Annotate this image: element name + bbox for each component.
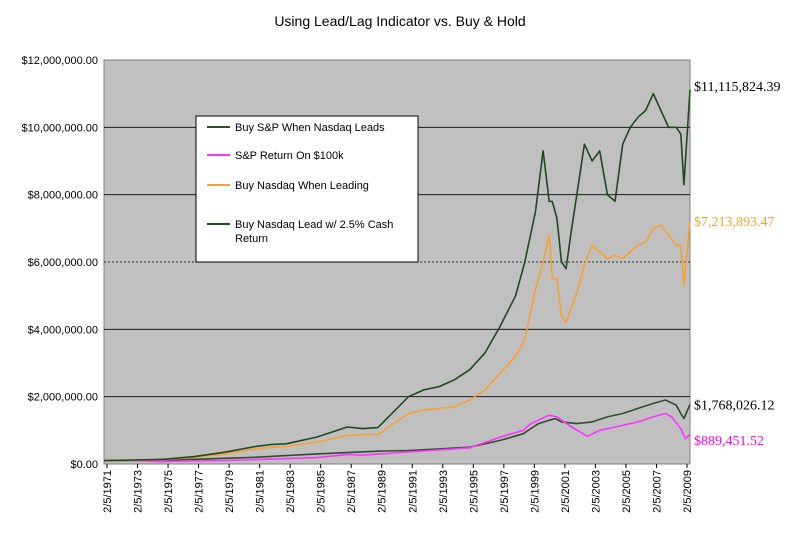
end-value-labels: $1,768,026.12 $889,451.52 $7,213,893.47 $11…: [694, 80, 780, 449]
end-value-label: $11,115,824.39: [694, 80, 780, 95]
end-value-label: $7,213,893.47: [694, 215, 775, 230]
x-tick-label: 2/5/1987: [346, 470, 358, 513]
series-line: [103, 412, 691, 463]
x-tick-label: 2/5/1977: [194, 470, 206, 513]
series-lines: [103, 89, 691, 463]
end-value-label: $889,451.52: [694, 434, 764, 449]
x-tick-label: 2/5/2005: [621, 470, 633, 513]
end-value-label: $1,768,026.12: [694, 398, 775, 413]
x-tick-label: 2/5/2003: [590, 470, 602, 513]
y-tick-label: $4,000,000.00: [28, 324, 98, 336]
x-tick-label: 2/5/2007: [651, 470, 663, 513]
x-tick-label: 2/5/1979: [224, 470, 236, 513]
y-tick-label: $2,000,000.00: [28, 392, 98, 404]
legend-box: [195, 115, 419, 263]
x-tick-label: 2/5/2001: [560, 470, 572, 513]
series-line: [103, 89, 691, 462]
x-tick-label: 2/5/1993: [438, 470, 450, 513]
y-tick-label: $8,000,000.00: [28, 190, 98, 202]
x-tick-label: 2/5/1981: [255, 470, 267, 513]
x-tick-label: 2/5/1999: [529, 470, 541, 513]
x-tick-label: 2/5/1985: [316, 470, 328, 513]
x-tick-label: 2/5/1975: [163, 470, 175, 513]
y-tick-label: $10,000,000.00: [22, 122, 98, 134]
legend-label: Buy S&P When Nasdaq Leads: [235, 122, 385, 134]
x-tick-label: 2/5/1989: [377, 470, 389, 513]
x-tick-label: 2/5/1973: [133, 470, 145, 513]
x-tick-label: 2/5/1997: [499, 470, 511, 513]
x-axis-ticks: 2/5/1971 2/5/1973 2/5/1975 2/5/1977 2/5/1979…: [102, 464, 694, 513]
y-tick-label: $12,000,000.00: [22, 55, 98, 67]
legend-label: S&P Return On $100k: [235, 150, 344, 162]
series-line: [103, 399, 691, 462]
x-tick-label: 2/5/1995: [468, 470, 480, 513]
x-tick-label: 2/5/1983: [285, 470, 297, 513]
chart-title: Using Lead/Lag Indicator vs. Buy & Hold: [274, 13, 525, 29]
legend-label: Buy Nasdaq Lead w/ 2.5% Cash Return: [235, 219, 393, 245]
series-line: [103, 221, 691, 462]
x-tick-label: 2/5/1971: [102, 470, 114, 513]
y-tick-label: $6,000,000.00: [28, 257, 98, 269]
legend-label: Buy Nasdaq When Leading: [235, 180, 369, 192]
x-tick-label: 2/5/2009: [682, 470, 694, 513]
x-tick-label: 2/5/1991: [407, 470, 419, 513]
y-axis-ticks: $0.00 $2,000,000.00 $4,000,000.00 $6,000,00…: [22, 55, 98, 471]
y-tick-label: $0.00: [70, 459, 98, 471]
legend: Buy S&P When Nasdaq Leads S&P Return On $…: [195, 115, 419, 263]
